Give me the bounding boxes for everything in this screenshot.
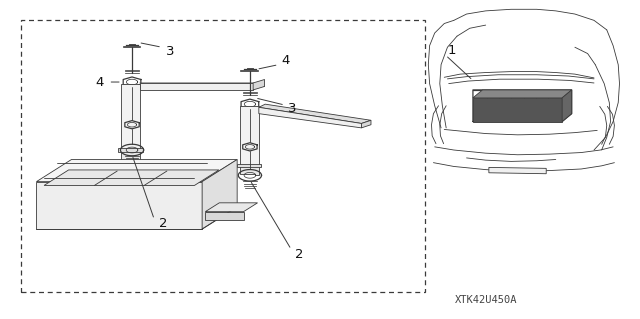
Polygon shape [44,170,219,185]
Polygon shape [240,166,259,175]
Polygon shape [36,182,202,229]
Polygon shape [118,148,143,152]
Text: XTK42U450A: XTK42U450A [454,295,517,305]
Polygon shape [473,90,572,98]
Polygon shape [253,79,264,90]
Text: 2: 2 [159,217,168,230]
Polygon shape [140,83,253,90]
Text: 4: 4 [95,76,103,89]
Polygon shape [237,164,261,167]
Polygon shape [205,203,257,212]
Polygon shape [259,107,362,128]
Polygon shape [120,150,140,161]
Text: 1: 1 [447,44,456,57]
Text: 4: 4 [282,54,290,67]
Polygon shape [259,104,371,123]
Polygon shape [205,212,244,219]
Polygon shape [240,106,259,166]
Polygon shape [120,84,140,150]
Text: 3: 3 [288,102,296,115]
Text: 3: 3 [166,45,174,57]
Polygon shape [473,98,562,122]
Polygon shape [202,160,237,229]
Polygon shape [36,160,237,182]
Polygon shape [140,83,264,86]
Bar [20,20,425,292]
Polygon shape [489,167,546,174]
Polygon shape [362,120,371,128]
Polygon shape [562,90,572,122]
Text: 2: 2 [294,248,303,261]
